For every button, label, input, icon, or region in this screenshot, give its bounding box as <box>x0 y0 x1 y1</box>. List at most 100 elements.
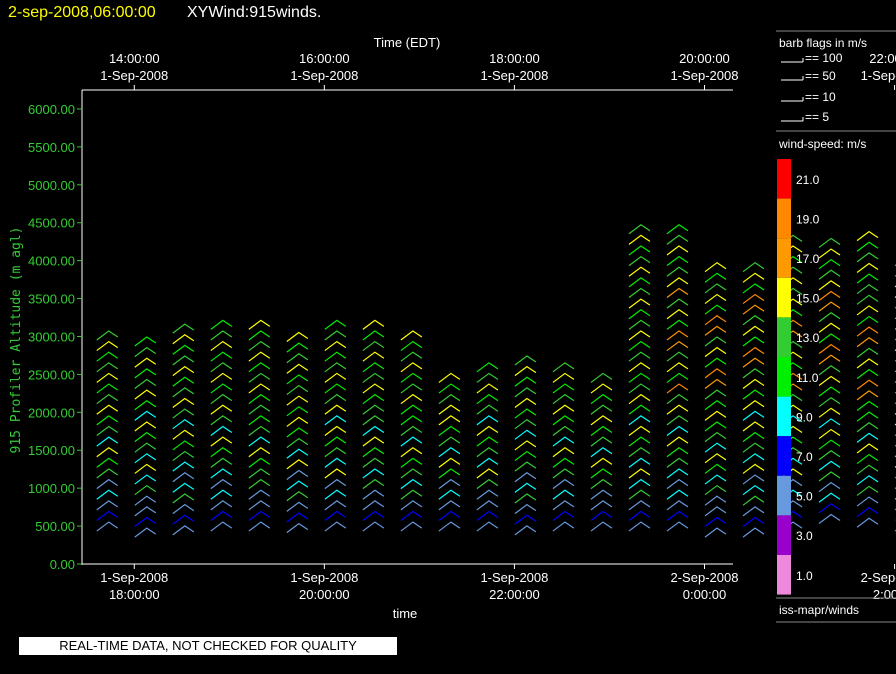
wind-barb <box>590 468 613 479</box>
y-tick-label: 0.00 <box>50 557 75 572</box>
product-title: XYWind:915winds. <box>187 4 321 21</box>
wind-barb <box>400 425 423 437</box>
wind-barb <box>172 482 195 493</box>
wind-barb <box>818 450 841 461</box>
wind-barb <box>248 362 271 373</box>
wind-barb <box>818 481 841 493</box>
x-tick-label-time: 20:00:00 <box>299 587 350 602</box>
wind-barb <box>856 294 879 305</box>
y-tick-label: 5000.00 <box>28 178 75 193</box>
wind-barb <box>96 425 119 437</box>
wind-profile <box>856 230 879 528</box>
wind-barb <box>590 500 613 511</box>
wind-barb <box>134 527 157 538</box>
barb-legend-title: barb flags in m/s <box>779 36 867 50</box>
speed-label: 21.0 <box>796 173 820 187</box>
wind-barbs <box>96 224 896 538</box>
wind-barb <box>172 365 195 377</box>
wind-barb <box>628 277 651 288</box>
wind-barb <box>628 510 651 521</box>
wind-barb <box>514 365 537 377</box>
wind-barb <box>856 443 879 454</box>
speed-label: 13.0 <box>796 331 820 345</box>
wind-barb <box>362 510 385 521</box>
wind-barb <box>172 323 195 334</box>
wind-barb <box>704 527 727 538</box>
wind-barb <box>818 460 841 471</box>
wind-barb <box>324 383 347 394</box>
wind-barb <box>742 410 765 421</box>
wind-barb <box>856 506 879 518</box>
y-tick-label: 3000.00 <box>28 329 75 344</box>
wind-barb <box>742 368 765 379</box>
wind-barb <box>210 330 233 341</box>
wind-barb <box>590 383 613 394</box>
wind-barb <box>210 521 233 532</box>
wind-barb <box>666 457 689 468</box>
wind-barb <box>96 489 119 500</box>
wind-barb <box>856 390 879 401</box>
wind-barb <box>476 489 499 500</box>
wind-barb <box>362 500 385 511</box>
wind-barb <box>628 468 651 479</box>
wind-barb <box>400 372 423 383</box>
wind-barb <box>172 418 195 430</box>
wind-barb <box>666 383 689 394</box>
wind-barb <box>704 516 727 528</box>
y-tick-label: 4500.00 <box>28 216 75 231</box>
wind-barb <box>552 447 575 458</box>
wind-profile <box>362 319 385 532</box>
wind-barb <box>704 378 727 389</box>
wind-barb <box>552 521 575 532</box>
top-tick-label-date: 1-Sep-2008 <box>861 68 896 83</box>
wind-barb <box>362 372 385 383</box>
wind-barb <box>742 261 765 273</box>
wind-barb <box>742 484 765 496</box>
wind-barb <box>96 351 119 362</box>
wind-barb <box>134 378 157 389</box>
wind-barb <box>514 408 537 419</box>
bottom-axis-label: time <box>393 606 418 621</box>
wind-barb <box>856 517 879 528</box>
wind-profile <box>742 261 765 538</box>
wind-barb <box>172 344 195 355</box>
wind-barb <box>134 368 157 379</box>
color-swatch <box>777 515 791 555</box>
color-swatch <box>777 198 791 239</box>
wind-barb <box>248 521 271 532</box>
wind-barb <box>400 478 423 490</box>
wind-barb <box>704 293 727 305</box>
timestamp: 2-sep-2008,06:00:00 <box>8 4 156 21</box>
wind-barb <box>666 468 689 479</box>
wind-barb <box>438 489 461 500</box>
wind-barb <box>628 383 651 394</box>
wind-barb <box>248 340 271 352</box>
wind-barb <box>172 514 195 525</box>
wind-barb <box>172 440 195 451</box>
wind-barb <box>362 340 385 352</box>
top-tick-label-date: 1-Sep-2008 <box>480 68 548 83</box>
wind-barb <box>856 337 879 348</box>
wind-barb <box>286 427 309 438</box>
wind-barb <box>400 351 423 362</box>
wind-barb <box>742 272 765 283</box>
wind-profile <box>666 224 689 532</box>
speed-label: 9.0 <box>796 410 813 424</box>
wind-barb <box>552 362 575 373</box>
wind-barb <box>856 368 879 380</box>
legend: barb flags in m/s wind-speed: m/s iss-ma… <box>776 30 896 623</box>
color-swatch <box>777 396 791 437</box>
wind-barb <box>666 478 689 490</box>
wind-barb <box>666 500 689 511</box>
wind-barb <box>742 400 765 411</box>
y-tick-label: 6000.00 <box>28 102 75 117</box>
wind-barb <box>742 421 765 432</box>
barb-label: == 10 <box>805 90 836 104</box>
wind-barb <box>666 521 689 532</box>
color-swatch <box>777 277 791 318</box>
axes: 0.00 500.00 1000.00 1500.00 2000.00 2500.00 30… <box>28 51 896 602</box>
wind-barb <box>210 372 233 383</box>
wind-barb <box>476 383 499 394</box>
wind-barb <box>514 376 537 387</box>
wind-barb <box>666 415 689 426</box>
